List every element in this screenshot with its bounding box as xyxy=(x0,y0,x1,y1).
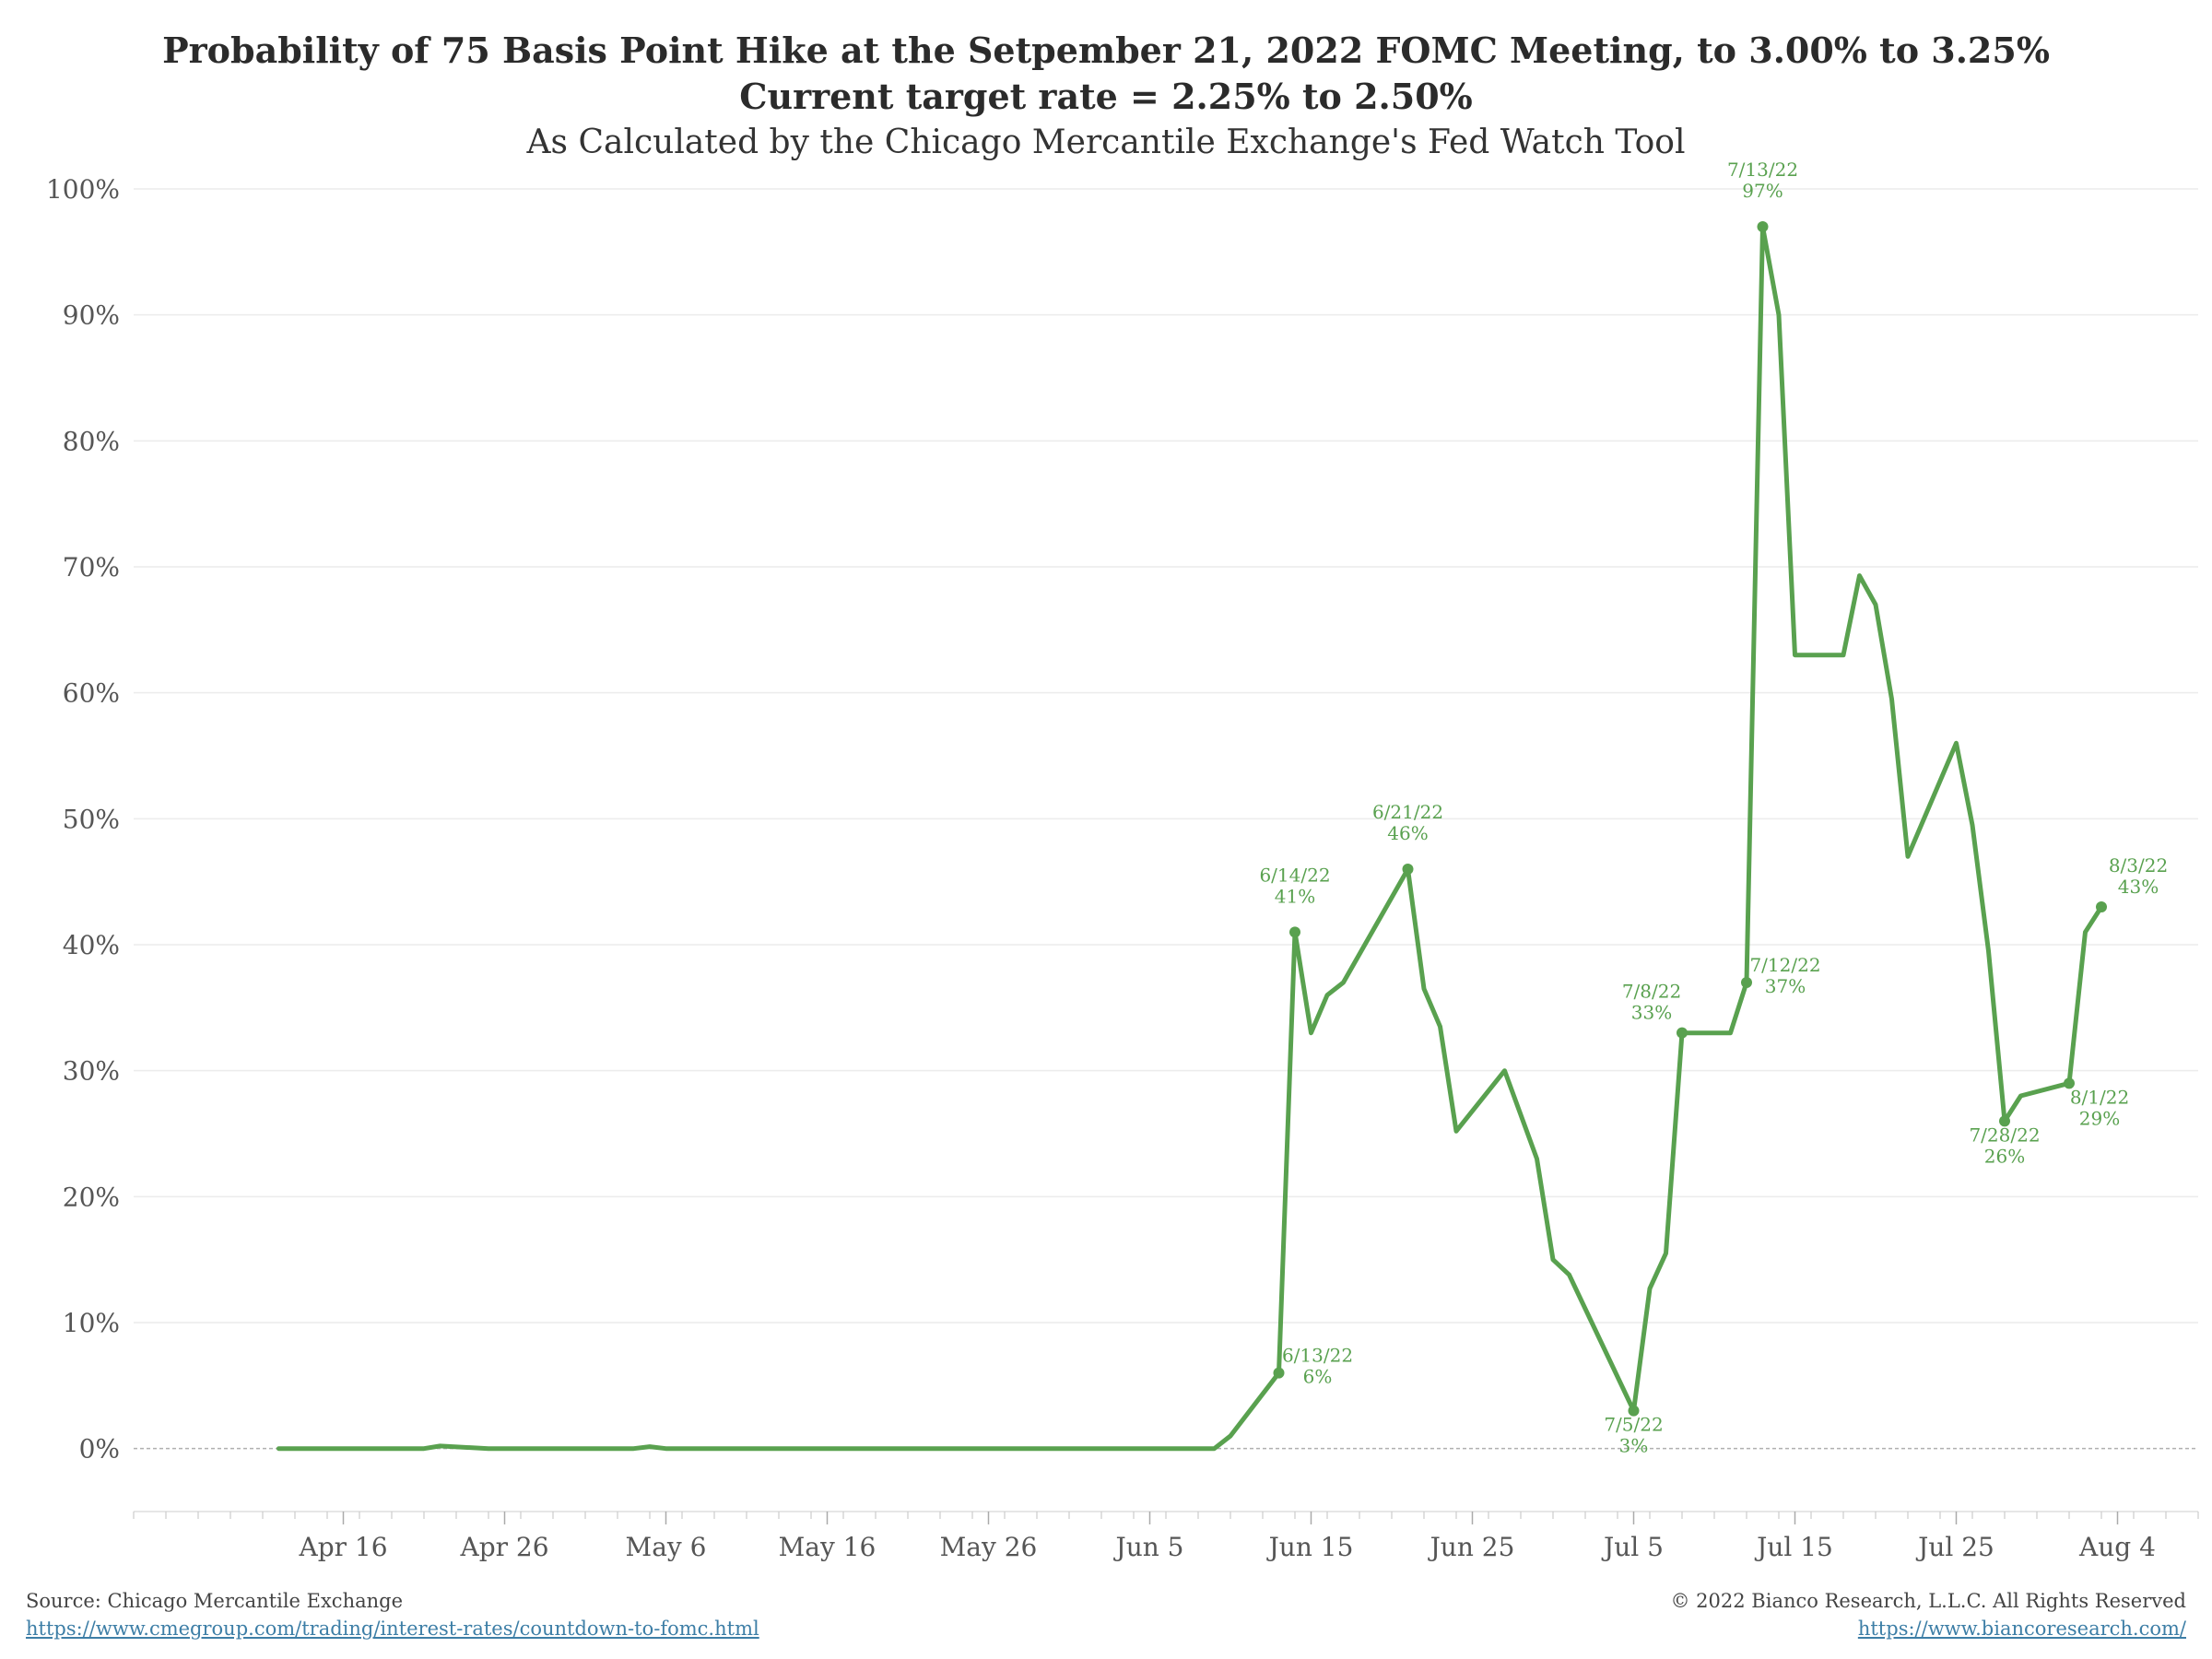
point-label-value: 6% xyxy=(1303,1366,1333,1388)
annotated-point xyxy=(1628,1405,1640,1417)
point-label-date: 8/3/22 xyxy=(2109,854,2168,877)
point-label-date: 7/8/22 xyxy=(1622,981,1681,1003)
x-tick-label: Aug 4 xyxy=(2078,1532,2156,1562)
x-tick-label: Jun 25 xyxy=(1428,1532,1515,1562)
point-label-date: 7/5/22 xyxy=(1604,1414,1663,1436)
chart-subtitle: Current target rate = 2.25% to 2.50% xyxy=(739,76,1473,117)
point-label-value: 26% xyxy=(1984,1145,2025,1167)
x-tick-label: May 6 xyxy=(626,1532,707,1562)
point-label-value: 29% xyxy=(2079,1107,2120,1129)
source-text: Source: Chicago Mercantile Exchange xyxy=(26,1590,404,1612)
point-label-value: 97% xyxy=(1742,180,1783,202)
footer-copyright: © 2022 Bianco Research, L.L.C. All Right… xyxy=(1671,1587,2187,1642)
annotated-point xyxy=(1273,1367,1285,1379)
x-tick-label: Jun 15 xyxy=(1266,1532,1354,1562)
y-tick-label: 80% xyxy=(63,426,120,456)
point-label-date: 7/12/22 xyxy=(1749,954,1820,976)
point-label-value: 33% xyxy=(1631,1002,1672,1024)
annotated-point xyxy=(1289,926,1300,938)
copyright-text: © 2022 Bianco Research, L.L.C. All Right… xyxy=(1670,1590,2187,1612)
y-tick-label: 70% xyxy=(63,552,120,582)
point-label-value: 37% xyxy=(1765,975,1806,997)
x-tick-label: Jun 5 xyxy=(1112,1532,1183,1562)
point-label-value: 46% xyxy=(1387,822,1428,844)
y-tick-label: 50% xyxy=(63,804,120,834)
footer-source: Source: Chicago Mercantile Exchange http… xyxy=(26,1587,759,1642)
chart-title: Probability of 75 Basis Point Hike at th… xyxy=(162,29,2050,71)
x-tick-label: Jul 25 xyxy=(1915,1532,1994,1562)
x-tick-label: Jul 15 xyxy=(1754,1532,1833,1562)
annotated-point xyxy=(1757,221,1769,232)
chart-subtitle-source-note: As Calculated by the Chicago Mercantile … xyxy=(526,124,1686,161)
point-label-value: 43% xyxy=(2118,876,2159,898)
x-tick-label: May 16 xyxy=(779,1532,877,1562)
annotated-point xyxy=(1402,864,1414,875)
x-tick-label: Jul 5 xyxy=(1601,1532,1664,1562)
y-tick-label: 0% xyxy=(79,1434,120,1465)
point-label-value: 41% xyxy=(1275,885,1315,907)
point-label-value: 3% xyxy=(1619,1435,1649,1457)
website-link[interactable]: https://www.biancoresearch.com/ xyxy=(1857,1618,2186,1640)
point-label-date: 7/28/22 xyxy=(1969,1124,2040,1146)
point-label-date: 6/21/22 xyxy=(1372,801,1443,823)
point-label-date: 8/1/22 xyxy=(2070,1086,2129,1108)
series-layer xyxy=(276,224,2104,1452)
y-tick-label: 60% xyxy=(63,678,120,709)
y-tick-label: 40% xyxy=(63,930,120,960)
x-tick-label: Apr 16 xyxy=(298,1532,387,1562)
annotated-point xyxy=(2096,901,2107,912)
point-label-date: 6/13/22 xyxy=(1282,1345,1353,1367)
grid-layer xyxy=(134,188,2198,1450)
axis-layer: 0% 10% 20% 30% 40% 50% 60% 70% 80% 90% 100% Apr 16 A… xyxy=(46,174,2199,1562)
y-tick-label: 10% xyxy=(63,1308,120,1338)
annotated-point xyxy=(2064,1077,2075,1089)
point-label-date: 7/13/22 xyxy=(1727,159,1798,181)
y-tick-label: 30% xyxy=(63,1056,120,1087)
y-tick-label: 20% xyxy=(63,1182,120,1212)
chart-titles: Probability of 75 Basis Point Hike at th… xyxy=(0,28,2212,166)
series-line xyxy=(276,224,2104,1452)
y-tick-label: 90% xyxy=(63,300,120,331)
point-label-date: 6/14/22 xyxy=(1259,864,1330,886)
x-tick-label: Apr 26 xyxy=(459,1532,548,1562)
annotated-point xyxy=(1999,1115,2010,1127)
annotated-point xyxy=(1741,977,1752,988)
source-link[interactable]: https://www.cmegroup.com/trading/interes… xyxy=(26,1618,759,1640)
annotated-point xyxy=(1677,1027,1688,1039)
y-tick-label: 100% xyxy=(46,174,120,205)
x-tick-label: May 26 xyxy=(940,1532,1038,1562)
